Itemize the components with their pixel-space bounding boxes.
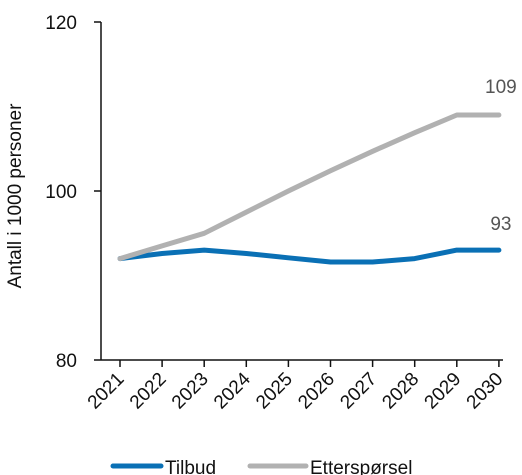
x-tick-label: 2021 — [84, 369, 129, 414]
series-group: 93 109 — [117, 77, 517, 265]
y-axis: 80 100 120 Antall i 1000 personer — [5, 13, 102, 372]
x-tick-label: 2029 — [421, 369, 466, 414]
x-tick-label: 2022 — [126, 369, 171, 414]
x-tick-label: 2027 — [336, 369, 381, 414]
y-tick-label: 100 — [45, 182, 77, 203]
y-axis-title: Antall i 1000 personer — [5, 103, 26, 289]
x-tick-label: 2024 — [210, 368, 255, 413]
x-tick-label: 2023 — [168, 369, 213, 414]
x-tick-label: 2028 — [378, 369, 423, 414]
series-line-tilbud — [117, 247, 502, 265]
series-line-ettersp-rsel — [117, 112, 502, 262]
x-tick-label: 2030 — [463, 369, 508, 414]
data-label: 93 — [490, 214, 511, 235]
y-tick-label: 80 — [56, 351, 77, 372]
x-tick-label: 2026 — [294, 369, 339, 414]
y-ticks: 80 100 120 — [45, 13, 101, 372]
y-tick-label: 120 — [45, 13, 77, 34]
legend-label: Etterspørsel — [310, 458, 412, 475]
legend: Tilbud Etterspørsel — [110, 458, 412, 475]
data-label: 109 — [485, 77, 517, 98]
x-tick-label: 2025 — [252, 369, 297, 414]
legend-label: Tilbud — [165, 458, 216, 475]
